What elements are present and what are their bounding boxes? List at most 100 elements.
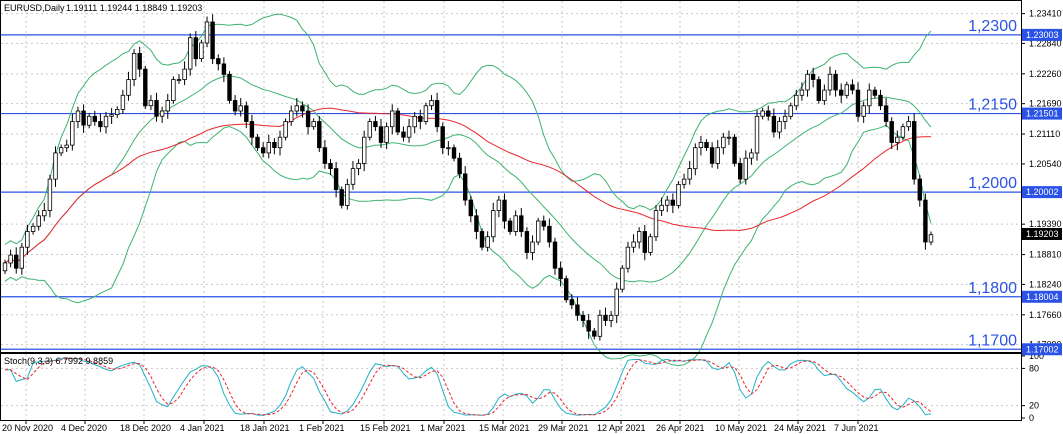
candle-body xyxy=(92,115,97,122)
candle-body xyxy=(266,141,271,154)
candle-body xyxy=(126,79,131,96)
candle-body xyxy=(2,262,8,272)
candle-body xyxy=(917,178,922,201)
candle-body xyxy=(552,241,558,269)
candle-body xyxy=(867,89,872,107)
level-price-tag-text: 1.21501 xyxy=(1026,109,1059,119)
level-price-tag xyxy=(1022,186,1062,199)
candle-body xyxy=(698,141,704,148)
y-tick-label: 1.21110 xyxy=(1029,129,1060,139)
candle-body xyxy=(19,246,24,269)
candle-body xyxy=(305,110,311,128)
candle-body xyxy=(608,314,614,321)
y-tick-label: 1.18810 xyxy=(1029,250,1062,260)
level-label: 1,2300 xyxy=(968,18,1017,35)
candle-body xyxy=(524,231,530,253)
candle-body xyxy=(715,147,720,164)
level-price-tag xyxy=(1022,343,1062,356)
y-tick-label: 1.21690 xyxy=(1029,99,1062,109)
candle-body xyxy=(536,220,541,243)
candle-body xyxy=(659,204,664,211)
candle-body xyxy=(839,89,844,96)
candle-body xyxy=(227,73,232,101)
candle-body xyxy=(670,199,675,206)
candle-body xyxy=(878,94,883,107)
candle-body xyxy=(283,121,288,138)
candle-body xyxy=(204,21,210,44)
y-tick-label: 1.17660 xyxy=(1029,310,1062,320)
current-price-tag xyxy=(1022,227,1062,240)
candle-body xyxy=(861,105,866,117)
candle-body xyxy=(159,110,165,117)
candle-body xyxy=(103,115,109,128)
current-price-tag-text: 1.19203 xyxy=(1026,229,1059,239)
candle-body xyxy=(580,314,586,321)
candle-body xyxy=(928,234,934,243)
candle-body xyxy=(137,53,142,70)
candle-body xyxy=(530,241,535,253)
candle-body xyxy=(176,79,182,81)
candle-body xyxy=(693,147,698,170)
candle-body xyxy=(451,147,457,159)
stoch-tick-label: 100 xyxy=(1029,351,1044,361)
candle-body xyxy=(474,215,479,232)
level-price-tag xyxy=(1022,107,1062,120)
candle-body xyxy=(844,84,849,96)
price-tags: 1.23003 1.21501 1.20002 1.18004 1.17002 1.192… xyxy=(1022,28,1062,356)
candle-body xyxy=(81,110,86,126)
candle-body xyxy=(519,215,524,232)
candle-body xyxy=(513,215,518,232)
candle-body xyxy=(395,110,400,133)
candle-body xyxy=(827,73,833,91)
time-axis: 20 Nov 2020 4 Dec 2020 18 Dec 2020 4 Jan 20… xyxy=(2,420,879,433)
level-label: 1,2150 xyxy=(968,97,1017,114)
x-tick-label: 18 Jan 2021 xyxy=(240,423,290,433)
candle-body xyxy=(288,110,294,122)
candle-body xyxy=(923,199,928,243)
candle-body xyxy=(794,94,799,107)
candle-body xyxy=(485,236,490,248)
candle-body xyxy=(272,141,277,148)
candle-body xyxy=(244,105,249,122)
x-tick-label: 24 May 2021 xyxy=(774,423,826,433)
candle-body xyxy=(676,183,681,206)
candle-body xyxy=(378,126,384,143)
indicator-header: Stoch(9,3,3) 6.7992 9.8859 xyxy=(4,356,113,366)
candle-body xyxy=(300,105,305,112)
candle-body xyxy=(496,199,502,212)
candle-body xyxy=(810,73,816,80)
y-tick-label: 1.18240 xyxy=(1029,279,1062,289)
x-tick-label: 4 Jan 2021 xyxy=(180,423,225,433)
candle-body xyxy=(238,105,243,112)
candle-body xyxy=(87,115,92,126)
candle-body xyxy=(709,147,715,164)
candle-body xyxy=(805,73,810,91)
candle-body xyxy=(614,288,619,316)
candle-body xyxy=(569,299,574,306)
candle-body xyxy=(30,225,36,232)
x-tick-label: 12 Apr 2021 xyxy=(597,423,646,433)
candle-body xyxy=(109,114,114,117)
candle-body xyxy=(883,105,889,122)
candle-body xyxy=(193,37,198,60)
candle-body xyxy=(47,178,53,211)
candle-body xyxy=(782,115,788,122)
level-price-tag xyxy=(1022,28,1062,41)
x-tick-label: 10 May 2021 xyxy=(715,423,767,433)
candle-body xyxy=(131,53,137,81)
candle-body xyxy=(13,254,19,269)
candle-body xyxy=(648,236,653,253)
candle-body xyxy=(704,141,709,148)
candle-body xyxy=(277,136,283,149)
candle-body xyxy=(294,105,299,112)
candle-body xyxy=(889,121,894,143)
candle-body xyxy=(642,231,647,253)
candle-body xyxy=(491,210,496,238)
candle-body xyxy=(743,157,748,180)
candle-body xyxy=(429,100,434,107)
candle-body xyxy=(631,241,636,248)
candle-body xyxy=(182,68,187,80)
y-tick-label: 1.22260 xyxy=(1029,69,1062,79)
candles xyxy=(2,14,934,341)
